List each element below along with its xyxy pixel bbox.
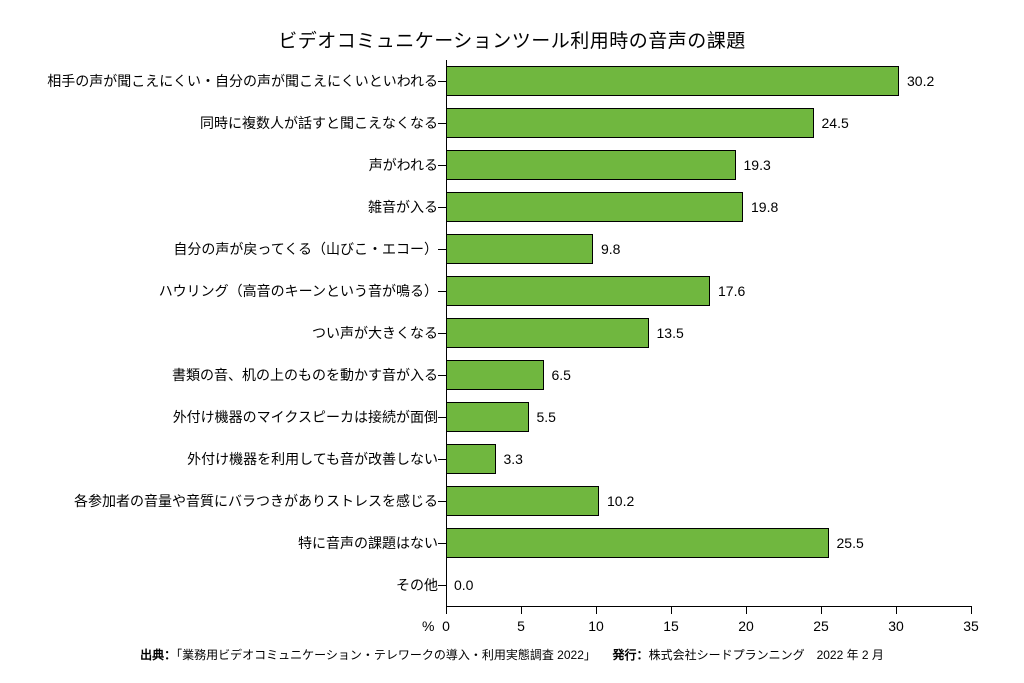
value-label: 17.6 bbox=[718, 283, 745, 299]
bar bbox=[446, 234, 593, 264]
y-tick bbox=[438, 417, 446, 418]
value-label: 6.5 bbox=[552, 367, 571, 383]
value-label: 19.8 bbox=[751, 199, 778, 215]
category-label: 相手の声が聞こえにくい・自分の声が聞こえにくいといわれる bbox=[0, 71, 446, 91]
chart-row: その他0.0 bbox=[446, 564, 971, 606]
source-text: 「業務用ビデオコミュニケーション・テレワークの導入・利用実態調査 2022」 bbox=[176, 648, 596, 662]
bar bbox=[446, 528, 829, 558]
y-tick bbox=[438, 291, 446, 292]
value-label: 0.0 bbox=[454, 577, 473, 593]
category-label: 書類の音、机の上のものを動かす音が入る bbox=[0, 365, 446, 385]
bar bbox=[446, 150, 736, 180]
y-tick bbox=[438, 123, 446, 124]
chart-container: ビデオコミュニケーションツール利用時の音声の課題 相手の声が聞こえにくい・自分の… bbox=[0, 0, 1024, 683]
category-label: 同時に複数人が話すと聞こえなくなる bbox=[0, 113, 446, 133]
chart-row: つい声が大きくなる13.5 bbox=[446, 312, 971, 354]
chart-row: 外付け機器のマイクスピーカは接続が面倒5.5 bbox=[446, 396, 971, 438]
y-tick bbox=[438, 375, 446, 376]
x-axis-unit: % bbox=[422, 618, 434, 634]
category-label: 特に音声の課題はない bbox=[0, 533, 446, 553]
chart-row: 自分の声が戻ってくる（山びこ・エコー）9.8 bbox=[446, 228, 971, 270]
x-tick-label: 5 bbox=[517, 618, 525, 634]
x-tick bbox=[521, 606, 522, 614]
x-tick-label: 20 bbox=[738, 618, 754, 634]
y-tick bbox=[438, 459, 446, 460]
x-tick-label: 25 bbox=[813, 618, 829, 634]
value-label: 3.3 bbox=[504, 451, 523, 467]
chart-row: 外付け機器を利用しても音が改善しない3.3 bbox=[446, 438, 971, 480]
bar bbox=[446, 276, 710, 306]
x-tick-label: 35 bbox=[963, 618, 979, 634]
category-label: 外付け機器を利用しても音が改善しない bbox=[0, 449, 446, 469]
value-label: 13.5 bbox=[657, 325, 684, 341]
value-label: 5.5 bbox=[537, 409, 556, 425]
chart-row: 声がわれる19.3 bbox=[446, 144, 971, 186]
chart-row: 特に音声の課題はない25.5 bbox=[446, 522, 971, 564]
x-tick-label: 30 bbox=[888, 618, 904, 634]
value-label: 9.8 bbox=[601, 241, 620, 257]
chart-row: 各参加者の音量や音質にバラつきがありストレスを感じる10.2 bbox=[446, 480, 971, 522]
bar bbox=[446, 360, 544, 390]
category-label: 自分の声が戻ってくる（山びこ・エコー） bbox=[0, 239, 446, 259]
y-tick bbox=[438, 501, 446, 502]
value-label: 19.3 bbox=[744, 157, 771, 173]
y-tick bbox=[438, 543, 446, 544]
y-tick bbox=[438, 585, 446, 586]
chart-row: 同時に複数人が話すと聞こえなくなる24.5 bbox=[446, 102, 971, 144]
bar bbox=[446, 486, 599, 516]
value-label: 30.2 bbox=[907, 73, 934, 89]
bar bbox=[446, 444, 496, 474]
chart-row: ハウリング（高音のキーンという音が鳴る）17.6 bbox=[446, 270, 971, 312]
publisher-text: 株式会社シードプランニング 2022 年 2 月 bbox=[649, 648, 884, 662]
publisher-label: 発行： bbox=[613, 648, 649, 662]
bar bbox=[446, 192, 743, 222]
x-tick bbox=[746, 606, 747, 614]
y-tick bbox=[438, 165, 446, 166]
x-tick-label: 10 bbox=[588, 618, 604, 634]
chart-row: 雑音が入る19.8 bbox=[446, 186, 971, 228]
y-axis bbox=[446, 60, 447, 606]
x-tick bbox=[821, 606, 822, 614]
value-label: 25.5 bbox=[837, 535, 864, 551]
bar bbox=[446, 108, 814, 138]
bar bbox=[446, 318, 649, 348]
bar bbox=[446, 66, 899, 96]
x-tick bbox=[671, 606, 672, 614]
y-tick bbox=[438, 249, 446, 250]
x-tick bbox=[971, 606, 972, 614]
x-tick bbox=[446, 606, 447, 614]
chart-title: ビデオコミュニケーションツール利用時の音声の課題 bbox=[0, 26, 1024, 53]
x-axis bbox=[446, 606, 971, 607]
x-tick bbox=[596, 606, 597, 614]
value-label: 10.2 bbox=[607, 493, 634, 509]
chart-row: 相手の声が聞こえにくい・自分の声が聞こえにくいといわれる30.2 bbox=[446, 60, 971, 102]
category-label: 声がわれる bbox=[0, 155, 446, 175]
chart-plot-area: 相手の声が聞こえにくい・自分の声が聞こえにくいといわれる30.2同時に複数人が話… bbox=[446, 60, 971, 606]
x-tick-label: 0 bbox=[442, 618, 450, 634]
x-tick bbox=[896, 606, 897, 614]
category-label: その他 bbox=[0, 575, 446, 595]
category-label: 各参加者の音量や音質にバラつきがありストレスを感じる bbox=[0, 491, 446, 511]
category-label: 外付け機器のマイクスピーカは接続が面倒 bbox=[0, 407, 446, 427]
category-label: 雑音が入る bbox=[0, 197, 446, 217]
value-label: 24.5 bbox=[822, 115, 849, 131]
bar bbox=[446, 402, 529, 432]
category-label: つい声が大きくなる bbox=[0, 323, 446, 343]
y-tick bbox=[438, 81, 446, 82]
x-tick-label: 15 bbox=[663, 618, 679, 634]
category-label: ハウリング（高音のキーンという音が鳴る） bbox=[0, 281, 446, 301]
y-tick bbox=[438, 207, 446, 208]
chart-row: 書類の音、机の上のものを動かす音が入る6.5 bbox=[446, 354, 971, 396]
y-tick bbox=[438, 333, 446, 334]
source-label: 出典： bbox=[140, 648, 176, 662]
chart-footer: 出典：「業務用ビデオコミュニケーション・テレワークの導入・利用実態調査 2022… bbox=[0, 646, 1024, 663]
